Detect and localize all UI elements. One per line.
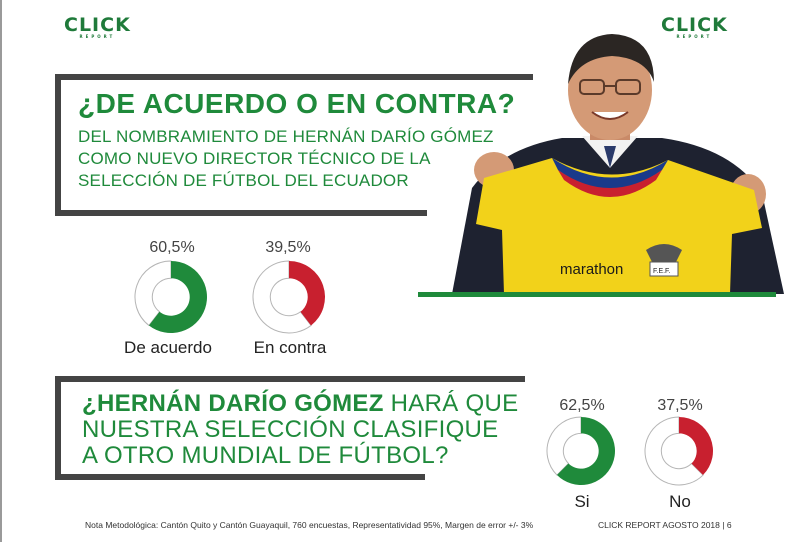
page-edge-line [0, 0, 2, 542]
donut-en-contra [252, 260, 325, 334]
jersey-brand: marathon [560, 261, 623, 278]
pct-label-de-acuerdo: 60,5% [149, 239, 195, 256]
donut-value-arc [148, 261, 207, 333]
question1-title: ¿DE ACUERDO O EN CONTRA? [78, 88, 516, 119]
subtitle-line: SELECCIÓN DE FÚTBOL DEL ECUADOR [78, 171, 409, 190]
methodology-note: Nota Metodológica: Cantón Quito y Cantón… [85, 520, 534, 530]
donut-value-arc [679, 417, 713, 476]
question2-bold: ¿HERNÁN DARÍO GÓMEZ [82, 390, 384, 417]
click-report-logo-right: CLICK REPORT [661, 14, 728, 39]
question2-line3: A OTRO MUNDIAL DE FÚTBOL? [82, 442, 449, 469]
category-label-de-acuerdo: De acuerdo [124, 338, 212, 357]
donut-remainder-track [134, 260, 172, 327]
logo-sub: REPORT [79, 34, 116, 39]
donut-value-arc [289, 261, 325, 326]
logo-word: CLICK [64, 14, 131, 36]
question1-subtitle: DEL NOMBRAMIENTO DE HERNÁN DARÍO GÓMEZ C… [78, 126, 494, 192]
donut-remainder-track [546, 416, 582, 476]
donut-remainder-track [644, 416, 704, 486]
subtitle-line: COMO NUEVO DIRECTOR TÉCNICO DE LA [78, 149, 431, 168]
pct-label-no: 37,5% [657, 397, 703, 414]
category-label-en-contra: En contra [253, 338, 327, 357]
category-label-si: Si [574, 492, 590, 511]
click-report-logo-left: CLICK REPORT [64, 14, 131, 39]
footer-page-info: CLICK REPORT AGOSTO 2018 | 6 [598, 520, 732, 530]
donut-de-acuerdo [134, 260, 207, 333]
photo-green-bar [418, 292, 776, 297]
crest-text: F.E.F. [653, 268, 671, 275]
donut-remainder-track [252, 260, 312, 334]
question2-line1-rest: HARÁ QUE [383, 390, 519, 417]
donut-value-arc [556, 417, 615, 485]
question2-line2: NUESTRA SELECCIÓN CLASIFIQUE [82, 416, 499, 443]
subtitle-line: DEL NOMBRAMIENTO DE HERNÁN DARÍO GÓMEZ [78, 127, 494, 146]
logo-sub: REPORT [676, 34, 713, 39]
pct-label-en-contra: 39,5% [265, 239, 311, 256]
logo-word: CLICK [661, 14, 728, 36]
donut-si [546, 416, 615, 485]
question2-text: ¿HERNÁN DARÍO GÓMEZ HARÁ QUE NUESTRA SEL… [82, 391, 518, 469]
pct-label-si: 62,5% [559, 397, 605, 414]
donut-no [644, 416, 713, 486]
category-label-no: No [669, 492, 691, 511]
coach-photo: marathon F.E.F. [452, 34, 784, 294]
